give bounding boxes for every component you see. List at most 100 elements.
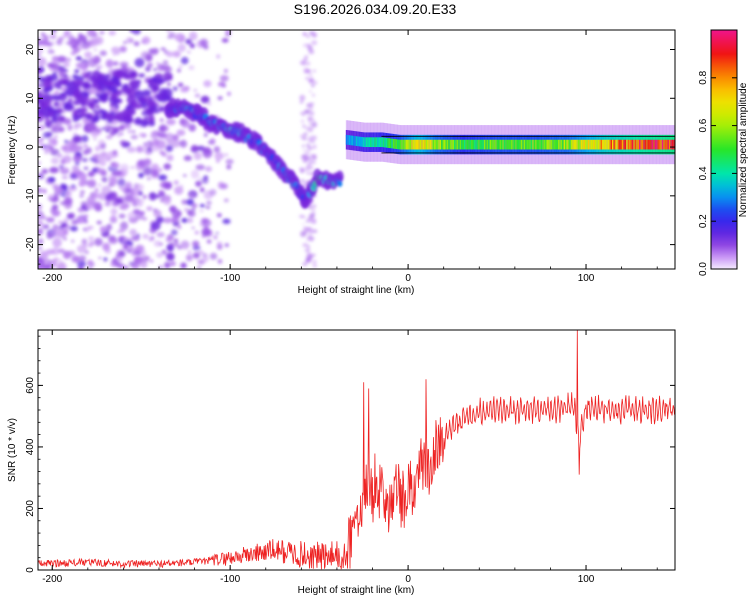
- noise-blob: [62, 155, 72, 164]
- band-core: [478, 139, 481, 150]
- noise-blob: [51, 247, 60, 255]
- snr-background: [38, 330, 675, 570]
- noise-blob: [50, 157, 60, 165]
- noise-blob: [307, 228, 314, 235]
- noise-blob: [90, 130, 99, 138]
- noise-blob: [93, 41, 99, 47]
- noise-blob: [71, 38, 80, 47]
- snr-series: [38, 330, 675, 570]
- noise-blob: [101, 185, 112, 196]
- noise-blob: [194, 93, 201, 98]
- colorbar-tick-label: 0.2: [698, 214, 709, 228]
- snr-x-label: Height of straight line (km): [298, 585, 415, 596]
- noise-blob: [99, 226, 106, 233]
- noise-blob: [180, 87, 189, 93]
- band-core: [530, 139, 534, 150]
- band-core: [580, 139, 584, 150]
- noise-blob: [131, 201, 136, 206]
- noise-blob: [87, 226, 91, 229]
- noise-blob: [307, 61, 311, 65]
- band-core: [358, 136, 362, 147]
- noise-blob: [188, 250, 192, 254]
- noise-blob: [128, 248, 137, 254]
- colorbar-tick-label: 0.6: [698, 118, 709, 132]
- noise-blob: [138, 172, 144, 178]
- band-core: [370, 137, 373, 148]
- noise-blob: [92, 109, 98, 113]
- noise-blob: [205, 166, 212, 172]
- noise-blob: [190, 169, 200, 179]
- band-core: [552, 139, 555, 150]
- noise-blob: [301, 223, 305, 225]
- noise-blob: [309, 237, 314, 242]
- noise-blob: [67, 58, 72, 62]
- band-core: [424, 139, 427, 150]
- band-core: [657, 139, 660, 150]
- noise-blob: [312, 204, 317, 208]
- noise-blob: [127, 241, 134, 246]
- noise-blob: [93, 138, 97, 141]
- noise-blob: [198, 177, 202, 180]
- noise-blob: [110, 215, 117, 221]
- noise-blob: [119, 45, 127, 53]
- band-core: [637, 139, 641, 150]
- noise-blob: [38, 137, 44, 145]
- noise-blob: [172, 50, 181, 58]
- noise-blob: [166, 140, 172, 145]
- band-core: [375, 137, 379, 148]
- noise-blob: [91, 77, 100, 84]
- noise-blob: [80, 90, 89, 98]
- noise-blob: [114, 197, 123, 204]
- noise-blob: [46, 77, 51, 82]
- band-core: [399, 139, 403, 150]
- y-tick-label: 600: [25, 377, 36, 394]
- noise-blob: [213, 235, 218, 240]
- noise-blob: [99, 168, 107, 176]
- noise-blob: [205, 205, 211, 209]
- band-core: [421, 139, 424, 150]
- noise-blob: [103, 92, 109, 97]
- noise-blob: [155, 77, 165, 85]
- noise-blob: [83, 166, 89, 170]
- noise-blob: [311, 208, 316, 212]
- noise-blob: [140, 261, 148, 269]
- noise-blob: [60, 183, 67, 190]
- noise-blob: [112, 171, 120, 177]
- band-core: [543, 139, 547, 150]
- noise-blob: [129, 228, 137, 236]
- noise-blob: [51, 148, 60, 156]
- band-core: [408, 139, 411, 150]
- y-tick-label: -10: [25, 188, 36, 203]
- noise-blob: [112, 126, 120, 133]
- noise-blob: [38, 256, 42, 262]
- noise-blob: [303, 56, 308, 60]
- band-core: [529, 139, 532, 150]
- band-core: [617, 139, 621, 150]
- band-core: [360, 136, 363, 147]
- band-core: [614, 139, 618, 150]
- noise-blob: [145, 66, 151, 72]
- noise-blob: [46, 131, 53, 137]
- noise-blob: [38, 67, 42, 75]
- band-core: [518, 139, 521, 150]
- noise-blob: [299, 94, 306, 101]
- noise-blob: [75, 151, 81, 157]
- noise-blob: [183, 207, 190, 212]
- noise-blob: [305, 259, 310, 263]
- noise-blob: [134, 57, 145, 68]
- noise-blob: [309, 31, 313, 35]
- noise-blob: [93, 48, 97, 52]
- noise-blob: [56, 39, 63, 46]
- snr-panel: -200 -100 0 100 0 200 400 600 Height of straig…: [7, 329, 676, 596]
- noise-blob: [38, 238, 44, 245]
- band-core: [540, 139, 544, 150]
- noise-blob: [226, 164, 232, 170]
- band-core: [566, 139, 569, 150]
- noise-blob: [71, 219, 79, 225]
- band-core: [620, 139, 623, 150]
- snr-y-label: SNR (10 * v/v): [7, 418, 18, 482]
- noise-blob: [308, 73, 313, 77]
- noise-blob: [98, 256, 102, 260]
- noise-blob: [189, 194, 194, 198]
- x-tick-label: 100: [578, 574, 595, 585]
